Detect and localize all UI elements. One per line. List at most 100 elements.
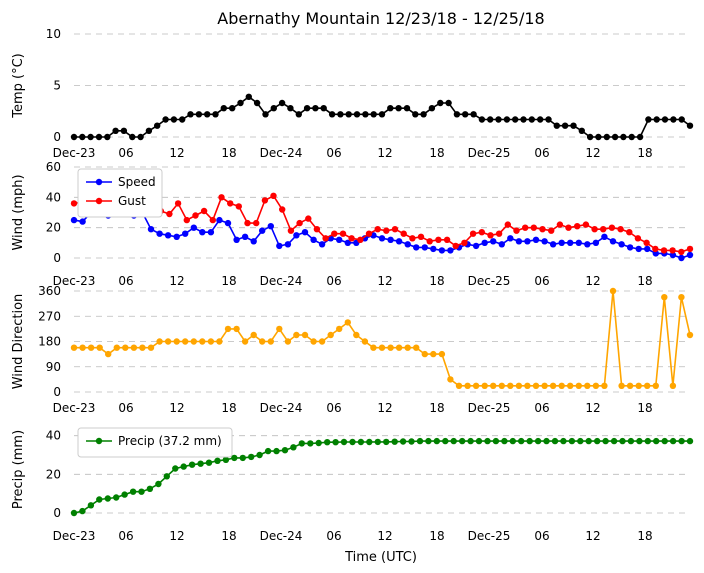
- data-point: [374, 226, 381, 233]
- data-point: [137, 133, 144, 141]
- data-point: [518, 437, 525, 445]
- data-point: [241, 338, 249, 345]
- data-point: [601, 382, 608, 389]
- data-point: [239, 454, 246, 462]
- data-point: [122, 344, 129, 351]
- data-point: [145, 127, 153, 134]
- data-point: [532, 236, 540, 243]
- data-point: [430, 245, 437, 253]
- x-tick-label: Dec-23: [53, 529, 96, 543]
- data-point: [512, 116, 519, 123]
- data-point: [669, 251, 677, 259]
- data-point: [447, 247, 454, 254]
- data-point: [619, 437, 626, 445]
- data-point: [301, 229, 309, 236]
- data-point: [661, 437, 668, 445]
- data-point: [147, 226, 155, 233]
- x-tick-label: 12: [377, 274, 392, 288]
- data-point: [585, 437, 592, 445]
- x-tick-label: 12: [169, 401, 184, 415]
- data-point: [305, 215, 312, 222]
- y-tick-label: 180: [38, 335, 61, 349]
- data-point: [353, 331, 360, 339]
- data-point: [187, 111, 194, 118]
- data-point: [528, 116, 535, 123]
- data-point: [549, 241, 557, 248]
- data-point: [565, 224, 572, 231]
- x-tick-label: 18: [429, 529, 444, 543]
- data-point: [224, 219, 232, 227]
- data-point: [79, 344, 86, 351]
- x-tick-label: 12: [585, 529, 600, 543]
- data-point: [560, 437, 567, 445]
- data-point: [636, 133, 644, 141]
- data-point: [575, 382, 582, 389]
- data-point: [610, 437, 618, 445]
- data-point: [233, 325, 240, 333]
- data-point: [276, 325, 283, 333]
- data-point: [163, 473, 170, 480]
- data-point: [686, 331, 694, 339]
- data-point: [575, 239, 582, 246]
- data-point: [200, 207, 208, 215]
- data-point: [205, 459, 213, 466]
- data-point: [636, 437, 643, 445]
- data-point: [526, 437, 533, 445]
- data-point: [235, 203, 242, 210]
- data-point: [515, 382, 523, 389]
- x-tick-label: 12: [585, 146, 600, 160]
- data-point: [164, 232, 172, 239]
- data-point: [594, 437, 601, 445]
- data-point: [608, 224, 616, 231]
- data-point: [387, 344, 394, 351]
- x-tick-label: Dec-23: [53, 274, 96, 288]
- data-point: [413, 244, 420, 251]
- x-tick-label: 12: [377, 529, 392, 543]
- data-point: [276, 242, 283, 250]
- data-point: [70, 344, 78, 351]
- data-point: [509, 437, 516, 445]
- x-tick-label: 18: [637, 401, 652, 415]
- x-tick-label: Dec-23: [53, 146, 96, 160]
- data-point: [530, 224, 537, 231]
- x-tick-label: 12: [585, 274, 600, 288]
- y-tick-label: 90: [46, 360, 61, 374]
- data-point: [592, 239, 600, 246]
- data-point: [315, 439, 322, 447]
- data-point: [129, 488, 137, 495]
- data-point: [443, 236, 451, 243]
- data-point: [216, 338, 223, 345]
- data-point: [209, 216, 216, 224]
- data-point: [224, 325, 232, 333]
- data-point: [412, 111, 419, 118]
- data-point: [79, 218, 86, 225]
- y-tick-label: 0: [53, 251, 61, 265]
- y-axis-label: Wind (mph): [11, 174, 26, 250]
- data-point: [290, 444, 297, 451]
- data-point: [216, 216, 223, 224]
- data-point: [609, 287, 617, 295]
- data-point: [453, 111, 461, 118]
- data-point: [170, 116, 178, 123]
- data-point: [95, 133, 103, 141]
- data-point: [331, 230, 338, 237]
- data-point: [403, 105, 411, 112]
- data-point: [87, 133, 94, 141]
- data-point: [349, 438, 356, 446]
- data-point: [417, 233, 425, 240]
- data-point: [310, 338, 317, 345]
- x-tick-label: 18: [221, 529, 236, 543]
- data-point: [173, 338, 180, 345]
- data-point: [273, 447, 280, 455]
- data-point: [295, 111, 302, 118]
- data-point: [644, 245, 651, 253]
- data-point: [661, 294, 668, 301]
- data-point: [199, 229, 206, 236]
- data-point: [348, 235, 355, 242]
- panel-wind: 0 20 40 60 Wind (mph) Dec-23 06 12 18 Dec-24 06 12 1…: [11, 160, 694, 288]
- data-point: [320, 105, 327, 112]
- data-point: [197, 460, 204, 467]
- data-point: [532, 382, 540, 389]
- y-tick-label: 0: [53, 506, 61, 520]
- panel-dir: 0 90 180 270 360 Wind Direction Dec-23 06 12 18 De…: [11, 284, 694, 415]
